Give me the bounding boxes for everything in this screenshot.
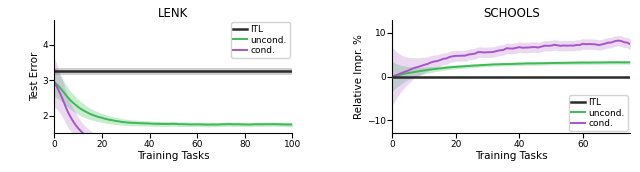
ITL bbox=[512, 76, 520, 78]
ITL bbox=[411, 76, 419, 78]
cond. bbox=[289, 146, 296, 148]
uncond. bbox=[388, 75, 396, 77]
Line: uncond.: uncond. bbox=[392, 62, 630, 76]
cond. bbox=[163, 153, 170, 155]
cond. bbox=[541, 45, 548, 47]
uncond. bbox=[614, 61, 621, 63]
Title: SCHOOLS: SCHOOLS bbox=[483, 7, 540, 20]
uncond. bbox=[411, 71, 419, 73]
ITL bbox=[217, 70, 225, 72]
cond. bbox=[160, 153, 168, 155]
X-axis label: Training Tasks: Training Tasks bbox=[137, 151, 210, 161]
Y-axis label: Test Error: Test Error bbox=[29, 52, 40, 101]
Line: cond.: cond. bbox=[392, 41, 630, 77]
cond. bbox=[110, 145, 118, 147]
uncond. bbox=[232, 123, 239, 125]
Title: LENK: LENK bbox=[158, 7, 189, 20]
cond. bbox=[512, 47, 520, 49]
cond. bbox=[579, 43, 587, 45]
ITL bbox=[547, 76, 555, 78]
Legend: ITL, uncond., cond.: ITL, uncond., cond. bbox=[569, 95, 628, 131]
ITL bbox=[110, 70, 118, 72]
uncond. bbox=[160, 123, 168, 125]
ITL bbox=[160, 70, 168, 72]
uncond. bbox=[193, 123, 201, 125]
cond. bbox=[547, 45, 555, 47]
uncond. bbox=[579, 62, 587, 64]
uncond. bbox=[627, 61, 634, 63]
ITL bbox=[579, 76, 587, 78]
ITL bbox=[541, 76, 548, 78]
ITL bbox=[51, 70, 58, 72]
ITL bbox=[627, 76, 634, 78]
ITL bbox=[289, 70, 296, 72]
ITL bbox=[193, 70, 201, 72]
uncond. bbox=[205, 124, 213, 126]
ITL bbox=[229, 70, 237, 72]
ITL bbox=[471, 76, 479, 78]
cond. bbox=[411, 67, 419, 69]
cond. bbox=[614, 40, 621, 42]
cond. bbox=[471, 53, 479, 55]
uncond. bbox=[512, 63, 520, 65]
cond. bbox=[51, 82, 58, 84]
Line: cond.: cond. bbox=[54, 83, 292, 154]
cond. bbox=[388, 76, 396, 78]
Legend: ITL, uncond., cond.: ITL, uncond., cond. bbox=[231, 23, 290, 58]
ITL bbox=[388, 76, 396, 78]
cond. bbox=[627, 43, 634, 45]
ITL bbox=[67, 70, 75, 72]
X-axis label: Training Tasks: Training Tasks bbox=[475, 151, 548, 161]
cond. bbox=[196, 149, 204, 151]
cond. bbox=[232, 147, 239, 149]
uncond. bbox=[110, 120, 118, 122]
Y-axis label: Relative Impr. %: Relative Impr. % bbox=[355, 34, 364, 119]
uncond. bbox=[471, 64, 479, 67]
Line: uncond.: uncond. bbox=[54, 82, 292, 125]
cond. bbox=[67, 117, 75, 119]
uncond. bbox=[289, 123, 296, 126]
uncond. bbox=[220, 123, 227, 125]
uncond. bbox=[67, 100, 75, 102]
uncond. bbox=[547, 62, 555, 64]
cond. bbox=[220, 147, 227, 149]
uncond. bbox=[541, 62, 548, 64]
uncond. bbox=[51, 81, 58, 83]
